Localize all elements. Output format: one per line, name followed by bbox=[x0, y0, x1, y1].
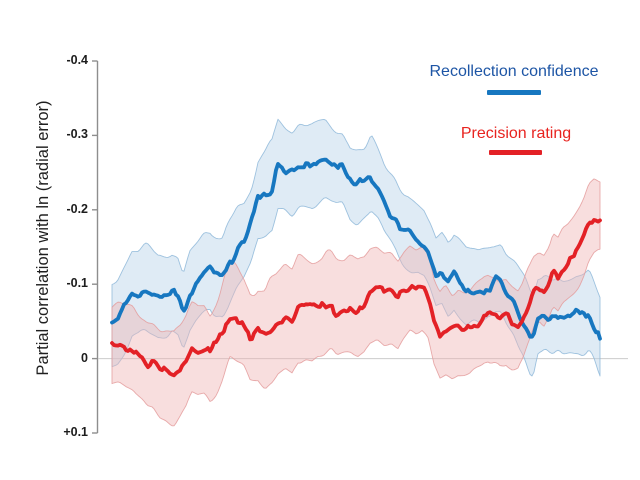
legend-label-recollection-confidence: Recollection confidence bbox=[429, 63, 599, 80]
legend-label-precision-rating: Precision rating bbox=[460, 125, 572, 142]
legend-swatch-recollection-confidence bbox=[487, 90, 541, 95]
y-tick-label: -0.3 bbox=[66, 127, 88, 142]
y-tick-label: -0.2 bbox=[66, 201, 88, 216]
y-tick-label: +0.1 bbox=[63, 425, 88, 439]
y-tick-label: -0.1 bbox=[66, 276, 88, 291]
y-tick-label: -0.4 bbox=[66, 53, 88, 67]
y-tick-label: 0 bbox=[81, 350, 88, 365]
legend-swatch-precision-rating bbox=[489, 150, 542, 155]
